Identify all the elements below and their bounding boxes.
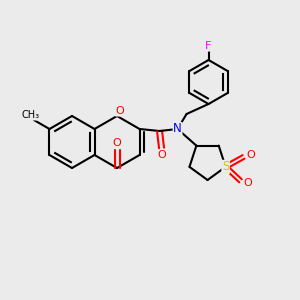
Text: O: O <box>246 150 255 160</box>
Text: N: N <box>173 122 182 136</box>
Text: S: S <box>222 160 229 173</box>
Text: F: F <box>206 41 212 51</box>
Text: O: O <box>157 150 166 160</box>
Text: O: O <box>116 106 124 116</box>
Text: O: O <box>243 178 252 188</box>
Text: CH₃: CH₃ <box>22 110 40 120</box>
Text: O: O <box>113 138 122 148</box>
